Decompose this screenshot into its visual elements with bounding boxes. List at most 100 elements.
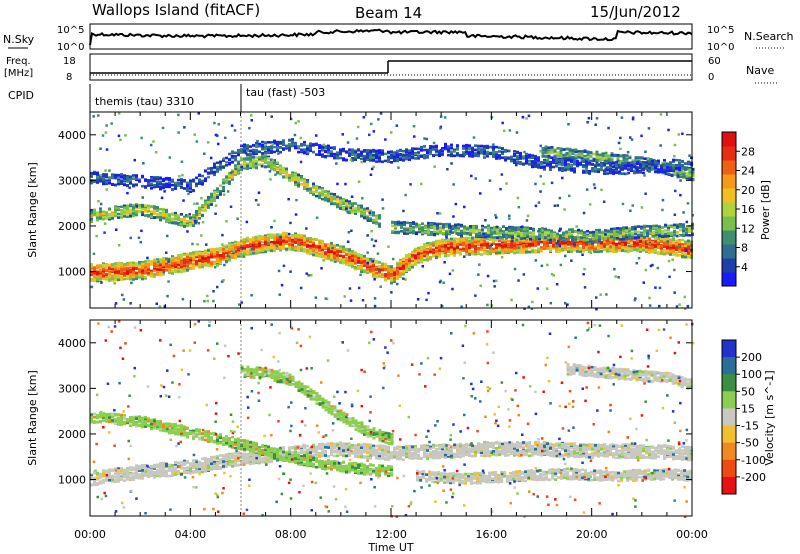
data-cell: [99, 270, 102, 273]
data-cell: [270, 167, 273, 171]
nsky-frame: [89, 23, 693, 50]
data-cell: [171, 260, 174, 263]
data-cell: [141, 269, 144, 272]
data-cell: [195, 213, 198, 217]
data-cell: [427, 224, 430, 228]
data-cell: [321, 243, 324, 246]
data-cell: [513, 244, 516, 248]
data-cell: [630, 248, 633, 251]
data-cell: [168, 214, 171, 217]
data-cell: [378, 214, 381, 217]
data-cell: [201, 252, 204, 256]
data-cell: [547, 231, 550, 234]
data-cell: [450, 247, 453, 250]
data-cell: [684, 255, 687, 259]
data-cell: [495, 248, 498, 252]
data-cell: [423, 243, 426, 247]
data-cell: [390, 280, 393, 283]
data-cell: [345, 250, 348, 253]
data-cell: [489, 249, 492, 252]
data-cell: [375, 271, 378, 275]
data-cell: [411, 253, 414, 257]
data-cell: [198, 262, 201, 265]
data-cell: [189, 252, 192, 255]
data-cell: [588, 242, 591, 245]
data-cell: [519, 243, 522, 246]
data-cell: [186, 266, 189, 270]
data-cell: [312, 244, 315, 247]
data-cell: [472, 229, 475, 233]
data-cell: [570, 246, 573, 250]
data-cell: [90, 263, 93, 266]
data-cell: [159, 263, 162, 267]
data-cell: [441, 243, 444, 247]
data-cell: [342, 245, 345, 249]
data-cell: [618, 249, 621, 252]
data-cell: [468, 250, 471, 253]
data-cell: [672, 238, 675, 241]
data-cell: [390, 270, 393, 273]
data-cell: [531, 243, 534, 247]
data-cell: [468, 253, 471, 256]
data-cell: [333, 248, 336, 252]
data-cell: [312, 239, 315, 243]
data-cell: [648, 246, 651, 250]
data-cell: [372, 214, 375, 217]
data-cell: [261, 159, 264, 163]
data-cell: [532, 231, 535, 235]
data-cell: [153, 209, 156, 212]
data-cell: [237, 244, 240, 247]
data-cell: [411, 259, 414, 263]
data-cell: [618, 240, 621, 244]
data-cell: [445, 233, 448, 236]
data-cell: [168, 219, 171, 223]
data-cell: [318, 248, 321, 252]
data-cell: [153, 264, 156, 267]
data-cell: [471, 242, 474, 246]
data-cell: [96, 264, 99, 267]
data-cell: [429, 250, 432, 254]
data-cell: [237, 164, 240, 168]
data-cell: [180, 218, 183, 221]
data-cell: [627, 240, 630, 243]
data-cell: [297, 235, 300, 239]
data-cell: [459, 243, 462, 246]
data-cell: [666, 252, 669, 255]
data-cell: [475, 232, 478, 236]
data-cell: [276, 241, 279, 244]
data-cell: [498, 251, 501, 255]
data-cell: [300, 175, 303, 179]
data-cell: [591, 242, 594, 246]
data-cell: [495, 238, 498, 241]
data-cell: [264, 247, 267, 250]
data-cell: [480, 248, 483, 252]
data-cell: [282, 239, 285, 243]
data-cell: [510, 248, 513, 251]
data-cell: [312, 247, 315, 251]
nsky-tick-top: 10^5: [57, 25, 84, 36]
data-cell: [384, 274, 387, 278]
data-cell: [435, 246, 438, 250]
data-cell: [429, 246, 432, 249]
data-cell: [562, 231, 565, 235]
data-cell: [156, 209, 159, 212]
data-cell: [520, 228, 523, 231]
data-cell: [540, 246, 543, 249]
data-cell: [687, 242, 690, 246]
data-cell: [114, 274, 117, 277]
data-cell: [663, 245, 666, 249]
data-cell: [441, 248, 444, 251]
data-cell: [400, 230, 403, 233]
data-cell: [390, 281, 393, 285]
data-cell: [129, 203, 132, 207]
data-cell: [418, 223, 421, 227]
data-cell: [435, 244, 438, 247]
data-cell: [357, 261, 360, 264]
data-cell: [192, 264, 195, 268]
data-cell: [312, 193, 315, 196]
data-cell: [378, 270, 381, 273]
data-cell: [408, 252, 411, 256]
data-cell: [180, 253, 183, 257]
data-cell: [162, 263, 165, 267]
data-cell: [216, 251, 219, 254]
